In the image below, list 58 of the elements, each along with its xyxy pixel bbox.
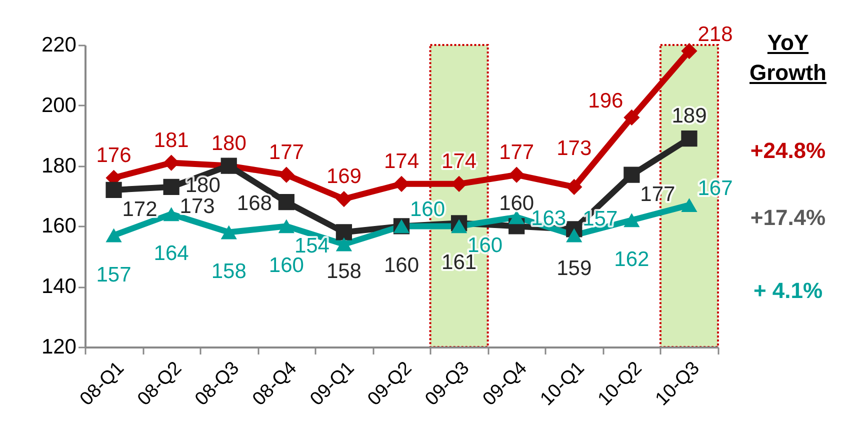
point bbox=[450, 219, 468, 234]
point bbox=[681, 42, 698, 60]
data-label: 160 bbox=[384, 254, 420, 278]
text: +17.4% bbox=[749, 205, 827, 231]
point bbox=[566, 228, 582, 242]
data-label: 189 bbox=[672, 104, 707, 128]
data-label: 157 bbox=[96, 263, 132, 286]
data-label: 173 bbox=[556, 136, 592, 160]
y-tick-label: 200 bbox=[41, 94, 76, 117]
point bbox=[624, 109, 640, 126]
point bbox=[508, 166, 525, 183]
point bbox=[681, 130, 698, 147]
data-label: 173 bbox=[180, 194, 215, 218]
y-tick-label: 160 bbox=[41, 214, 76, 238]
point bbox=[278, 194, 294, 210]
point bbox=[566, 178, 582, 195]
data-label: 218 bbox=[698, 23, 733, 46]
data-label: 159 bbox=[556, 257, 592, 280]
data-label: 158 bbox=[211, 260, 246, 284]
point bbox=[624, 213, 640, 228]
point bbox=[106, 228, 122, 242]
y-tick-label: 120 bbox=[41, 336, 76, 358]
data-label: 162 bbox=[614, 248, 650, 272]
data-label: 177 bbox=[499, 140, 534, 164]
point bbox=[508, 210, 525, 224]
point bbox=[336, 224, 352, 240]
data-label: 168 bbox=[236, 192, 272, 216]
data-label: 172 bbox=[122, 198, 158, 221]
data-label: 181 bbox=[154, 128, 189, 152]
data-label: 158 bbox=[326, 260, 362, 284]
data-label: 164 bbox=[154, 242, 190, 266]
point bbox=[220, 225, 237, 240]
point bbox=[106, 182, 122, 198]
point bbox=[336, 237, 352, 252]
point bbox=[163, 178, 180, 196]
point bbox=[336, 190, 352, 208]
text: + 4.1% bbox=[752, 278, 824, 304]
point bbox=[681, 198, 698, 212]
data-label: 177 bbox=[268, 140, 304, 164]
data-label: 174 bbox=[384, 150, 420, 173]
data-label: 169 bbox=[326, 165, 362, 188]
y-tick-label: 220 bbox=[41, 34, 76, 56]
data-label: 160 bbox=[410, 198, 446, 222]
y-tick-label: 180 bbox=[41, 154, 76, 178]
point bbox=[624, 166, 640, 183]
data-label: 177 bbox=[640, 182, 676, 206]
data-label: 196 bbox=[588, 89, 624, 112]
point bbox=[278, 219, 294, 234]
data-label: 180 bbox=[211, 132, 246, 155]
point bbox=[278, 166, 294, 183]
y-tick-label: 140 bbox=[41, 275, 76, 298]
data-label: 176 bbox=[96, 144, 132, 167]
text: +24.8% bbox=[749, 138, 827, 164]
data-label: 160 bbox=[499, 192, 534, 216]
point bbox=[163, 207, 180, 222]
text: YoY Growth bbox=[750, 30, 826, 85]
data-label: 174 bbox=[442, 150, 477, 173]
data-label: 167 bbox=[698, 177, 733, 200]
